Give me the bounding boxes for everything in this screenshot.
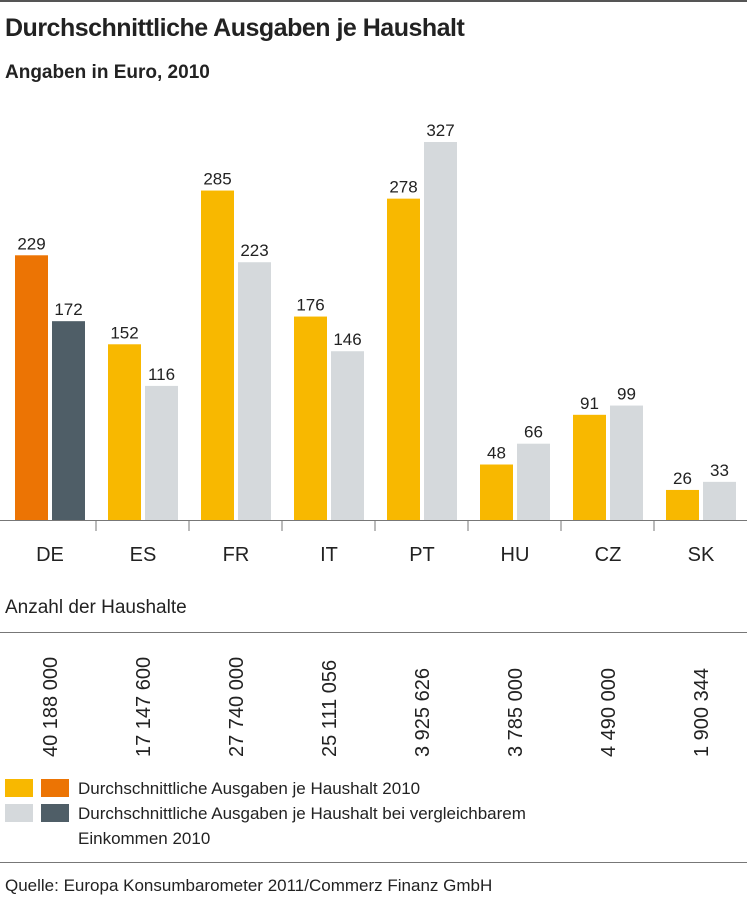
households-value-CZ: 4 490 000	[598, 668, 620, 757]
x-tick-label-PT: PT	[409, 544, 435, 566]
bar-SK-series2	[703, 481, 736, 520]
bar-ES-series2	[145, 385, 178, 520]
data-label-CZ-series2: 99	[617, 385, 636, 404]
x-tick-label-HU: HU	[501, 544, 530, 566]
x-tick-label-ES: ES	[130, 544, 157, 566]
bar-ES-series1	[108, 344, 141, 520]
bar-IT-series1	[294, 316, 327, 520]
legend-swatch-dark	[41, 804, 69, 822]
bar-chart: 229 172 DE 40 188 000 152 116 ES 17 147 600 285 2…	[0, 121, 747, 757]
x-tick-label-CZ: CZ	[595, 544, 622, 566]
x-tick-label-IT: IT	[320, 544, 338, 566]
bar-FR-series1	[201, 190, 234, 520]
x-tick-label-FR: FR	[223, 544, 250, 566]
data-label-IT-series1: 176	[296, 296, 324, 315]
data-label-DE-series1: 229	[17, 234, 45, 253]
households-value-FR: 27 740 000	[226, 657, 248, 757]
bar-PT-series1	[387, 198, 420, 520]
households-label: Anzahl der Haushalte	[5, 597, 187, 618]
legend-item-2-line1: Durchschnittliche Ausgaben je Haushalt b…	[78, 804, 526, 823]
data-label-ES-series2: 116	[148, 365, 175, 384]
data-label-FR-series1: 285	[203, 170, 231, 189]
x-tick-label-SK: SK	[688, 544, 715, 566]
bar-IT-series2	[331, 351, 364, 520]
bar-FR-series2	[238, 262, 271, 520]
data-label-CZ-series1: 91	[580, 394, 599, 413]
chart-title: Durchschnittliche Ausgaben je Haushalt	[5, 14, 465, 42]
data-label-IT-series2: 146	[333, 330, 361, 349]
data-label-SK-series1: 26	[673, 469, 692, 488]
legend-swatch-orange	[41, 779, 69, 797]
legend-item-1: Durchschnittliche Ausgaben je Haushalt 2…	[78, 779, 421, 798]
x-tick-label-DE: DE	[36, 544, 64, 566]
households-rule	[0, 632, 747, 633]
households-value-PT: 3 925 626	[412, 668, 434, 757]
legend-swatch-yellow	[5, 779, 33, 797]
chart-subtitle: Angaben in Euro, 2010	[5, 62, 210, 83]
households-value-SK: 1 900 344	[691, 668, 713, 757]
data-label-DE-series2: 172	[54, 300, 82, 319]
top-rule	[0, 0, 747, 2]
data-label-HU-series2: 66	[524, 423, 543, 442]
legend-swatch-gray	[5, 804, 33, 822]
bar-DE-series2	[52, 321, 85, 520]
bar-HU-series2	[517, 443, 550, 520]
source-rule	[0, 862, 747, 863]
bar-PT-series2	[424, 142, 457, 520]
bar-CZ-series2	[610, 405, 643, 520]
data-label-PT-series2: 327	[426, 121, 454, 140]
households-value-DE: 40 188 000	[40, 657, 62, 757]
households-value-ES: 17 147 600	[133, 657, 155, 757]
data-label-PT-series1: 278	[389, 178, 417, 197]
bar-HU-series1	[480, 464, 513, 520]
data-label-FR-series2: 223	[240, 241, 268, 260]
households-value-HU: 3 785 000	[505, 668, 527, 757]
data-label-HU-series1: 48	[487, 444, 506, 463]
legend-item-2-line2: Einkommen 2010	[78, 829, 211, 848]
data-label-SK-series2: 33	[710, 461, 729, 480]
data-label-ES-series1: 152	[110, 323, 138, 342]
households-value-IT: 25 111 056	[319, 660, 341, 757]
bar-CZ-series1	[573, 414, 606, 520]
source-note: Quelle: Europa Konsumbarometer 2011/Comm…	[5, 876, 493, 895]
bar-SK-series1	[666, 489, 699, 520]
bar-DE-series1	[15, 255, 48, 520]
